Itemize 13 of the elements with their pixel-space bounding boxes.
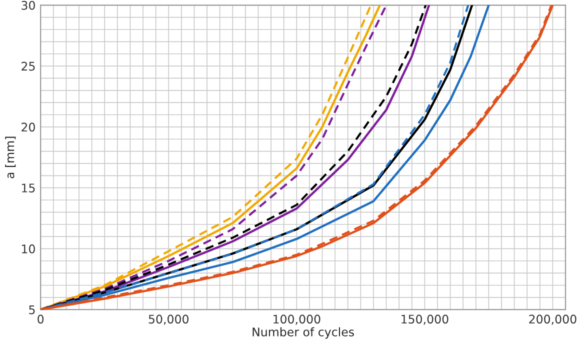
y-tick-label: 25: [22, 62, 35, 71]
y-tick-label: 5: [29, 305, 35, 314]
y-tick-label: 10: [22, 244, 35, 254]
x-tick-label: 100,000: [274, 314, 320, 325]
y-tick-label: 20: [22, 122, 35, 132]
y-tick-label: 15: [22, 184, 35, 192]
x-tick-label: 50,000: [148, 314, 188, 325]
y-axis-title: a [mm]: [5, 136, 16, 178]
x-tick-label: 150,000: [402, 314, 448, 325]
x-tick-label: 0: [38, 314, 44, 324]
y-tick-label: 30: [22, 0, 35, 10]
x-tick-label: 200,000: [529, 314, 576, 325]
x-axis-title: Number of cycles: [252, 327, 354, 339]
